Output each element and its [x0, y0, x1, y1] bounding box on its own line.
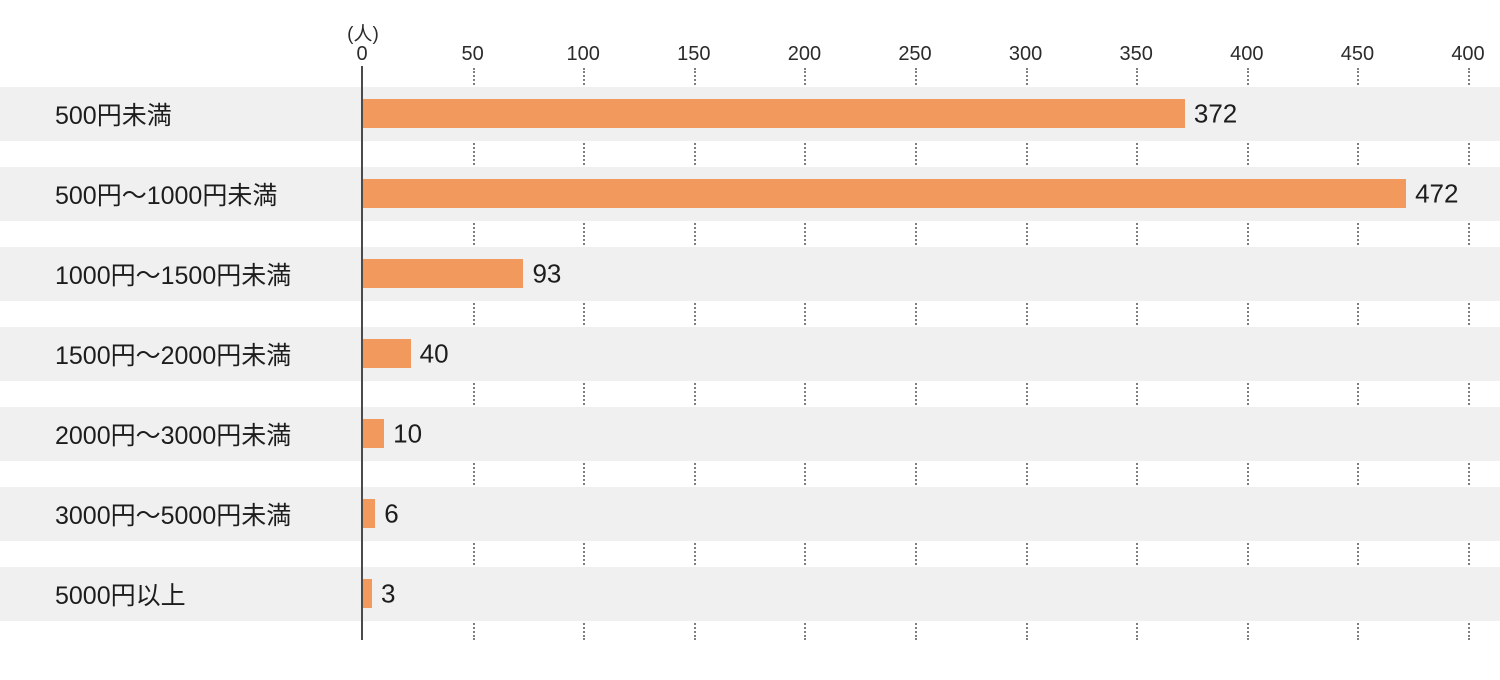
x-axis-tick-label: 100: [566, 43, 600, 65]
row-band: 3000円〜5000円未満 6: [0, 487, 1500, 541]
row-band: 1500円〜2000円未満 40: [0, 327, 1500, 381]
x-axis-tick-label: 350: [1119, 43, 1153, 65]
x-axis-tick-label: 300: [1008, 43, 1043, 65]
y-axis-line: [361, 66, 363, 640]
row-band: 500円未満 372: [0, 87, 1500, 141]
value-label: 3: [380, 578, 396, 609]
row-band: 2000円〜3000円未満 10: [0, 407, 1500, 461]
x-axis-tick-label: 400: [1451, 43, 1485, 65]
value-label: 472: [1415, 178, 1459, 209]
row-band: 1000円〜1500円未満 93: [0, 247, 1500, 301]
value-label: 93: [532, 258, 562, 289]
value-label: 10: [393, 418, 423, 449]
category-label: 1000円〜1500円未満: [55, 262, 292, 290]
value-label: 6: [384, 498, 399, 529]
x-axis-tick-label: 450: [1340, 43, 1375, 65]
bar: [362, 99, 1185, 128]
x-axis-tick-label: 200: [787, 43, 822, 65]
x-axis-tick-label: 50: [461, 43, 484, 65]
axis-unit-label: (人): [347, 24, 379, 45]
x-axis-tick-label: 400: [1230, 43, 1264, 65]
x-axis-tick-label: 150: [677, 43, 711, 65]
category-label: 3000円〜5000円未満: [55, 502, 292, 530]
bar: [362, 179, 1407, 208]
category-label: 2000円〜3000円未満: [55, 422, 292, 450]
bar: [362, 579, 372, 608]
value-label: 372: [1193, 98, 1238, 129]
bar: [362, 259, 524, 288]
bar: [362, 419, 385, 448]
bar: [362, 339, 411, 368]
bar: [362, 499, 376, 528]
x-axis-tick-label: 250: [898, 43, 932, 65]
category-label: 500円未満: [55, 102, 172, 130]
value-label: 40: [419, 338, 449, 369]
category-label: 500円〜1000円未満: [55, 182, 278, 210]
category-label: 1500円〜2000円未満: [55, 342, 292, 370]
category-label: 5000円以上: [55, 582, 186, 610]
x-axis-tick-label: 0: [356, 43, 368, 65]
row-band: 500円〜1000円未満 472: [0, 167, 1500, 221]
row-band: 5000円以上 3: [0, 567, 1500, 621]
